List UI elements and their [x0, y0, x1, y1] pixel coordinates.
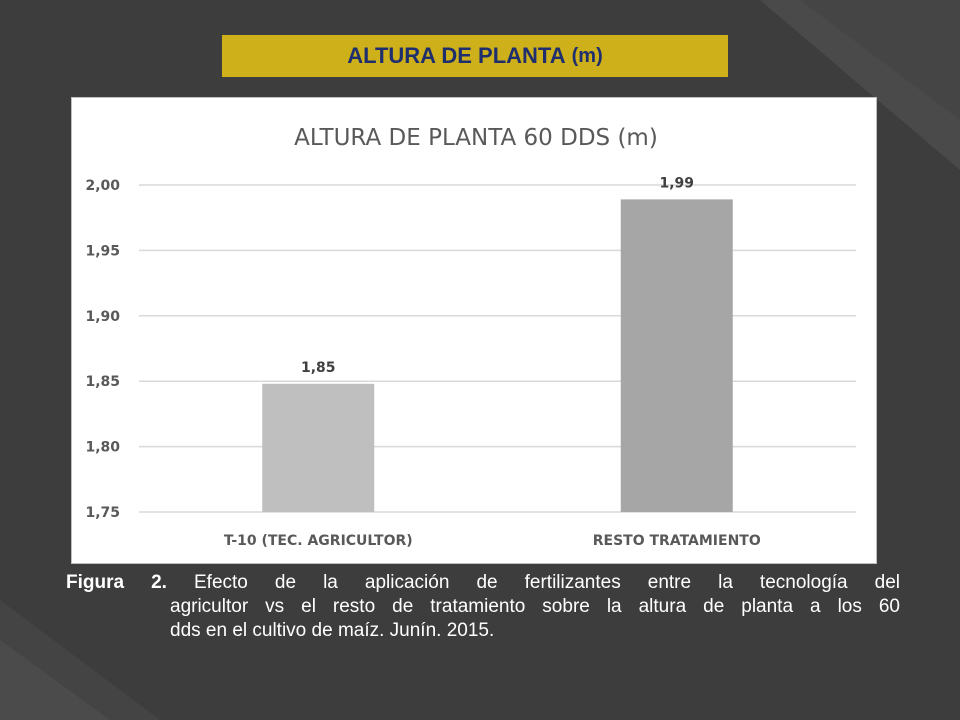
- data-label: 1,85: [301, 360, 336, 376]
- caption-line-2: agricultor vs el resto de tratamiento so…: [170, 596, 900, 617]
- y-tick-label: 1,85: [85, 374, 120, 390]
- chart-panel: ALTURA DE PLANTA 60 DDS (m) 1,75 1,80 1,85…: [71, 97, 877, 564]
- caption-line-1: Figura 2. Efecto de la aplicación de fer…: [66, 571, 900, 595]
- slide-title-main: ALTURA DE PLANTA: [347, 43, 566, 68]
- y-tick-label: 2,00: [85, 178, 120, 194]
- slide-title: ALTURA DE PLANTA (m): [222, 35, 728, 77]
- caption-label: Figura 2.: [66, 572, 167, 593]
- x-tick-label: RESTO TRATAMIENTO: [593, 533, 761, 549]
- chart-title: ALTURA DE PLANTA 60 DDS (m): [294, 125, 658, 151]
- data-label: 1,99: [659, 175, 694, 191]
- slide-title-unit: (m): [571, 44, 603, 67]
- bar-1: [262, 383, 375, 512]
- figure-caption: Figura 2. Efecto de la aplicación de fer…: [66, 571, 900, 643]
- caption-line-3: dds en el cultivo de maíz. Junín. 2015.: [170, 620, 495, 641]
- caption-text-1: Efecto de la aplicación de fertilizantes…: [194, 572, 901, 593]
- bar-chart: ALTURA DE PLANTA 60 DDS (m) 1,75 1,80 1,85…: [85, 125, 856, 549]
- y-tick-label: 1,95: [85, 243, 120, 259]
- y-tick-label: 1,90: [85, 309, 120, 325]
- y-tick-label: 1,75: [85, 505, 120, 521]
- x-tick-label: T-10 (TEC. AGRICULTOR): [224, 533, 413, 549]
- bar-2: [620, 199, 733, 512]
- y-tick-label: 1,80: [85, 440, 120, 456]
